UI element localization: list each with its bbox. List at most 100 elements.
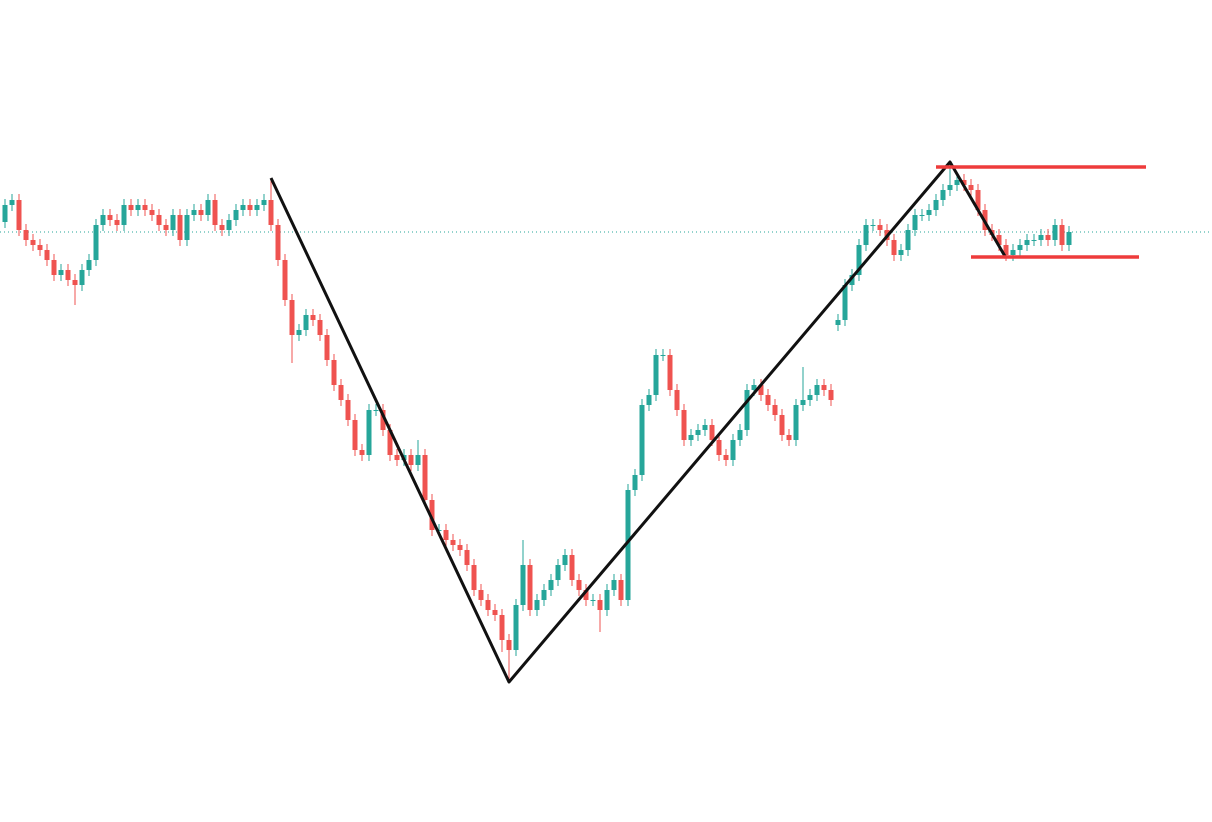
candle-body [478, 590, 484, 600]
candle-body [163, 225, 169, 230]
candle-body [905, 230, 911, 250]
candle-body [366, 410, 372, 455]
candle-body [135, 205, 141, 210]
candle-body [1045, 235, 1051, 240]
candle-body [954, 180, 960, 185]
candle-body [975, 190, 981, 210]
candle-body [842, 285, 848, 320]
candle-body [821, 385, 827, 390]
candle-body [324, 335, 330, 360]
candle-body [282, 260, 288, 300]
candle-body [2, 205, 8, 222]
candle-body [317, 320, 323, 335]
candle-body [751, 385, 757, 390]
candle-body [737, 430, 743, 440]
candle-body [604, 590, 610, 610]
candle-body [261, 200, 267, 205]
candle-body [100, 215, 106, 225]
candle-body [688, 435, 694, 440]
candle-body [247, 205, 253, 210]
candle-body [513, 605, 519, 650]
candle-body [212, 200, 218, 225]
candle-body [695, 430, 701, 435]
candle-body [58, 270, 64, 275]
candle-body [170, 215, 176, 230]
candle-body [765, 395, 771, 405]
candle-body [828, 390, 834, 400]
candle-body [520, 565, 526, 605]
candle-body [947, 185, 953, 190]
candle-body [198, 210, 204, 215]
candle-body [457, 545, 463, 550]
candle-body [373, 410, 379, 411]
candle-body [471, 565, 477, 590]
candle-body [940, 190, 946, 200]
candle-body [338, 385, 344, 400]
candle-body [772, 405, 778, 415]
candle-body [527, 565, 533, 610]
candle-body [660, 355, 666, 356]
candle-body [226, 220, 232, 230]
candle-body [1024, 240, 1030, 245]
candle-body [72, 280, 78, 285]
candle-body [891, 240, 897, 255]
candle-body [576, 580, 582, 590]
candle-body [464, 550, 470, 565]
candle-body [709, 425, 715, 440]
candle-body [23, 230, 29, 240]
candle-body [730, 440, 736, 460]
candle-body [723, 455, 729, 460]
candle-body [289, 300, 295, 335]
candle-body [1010, 250, 1016, 255]
candle-body [1059, 225, 1065, 245]
candle-body [296, 330, 302, 335]
candle-body [114, 220, 120, 225]
candle-body [849, 275, 855, 285]
candle-body [639, 405, 645, 475]
candle-body [275, 225, 281, 260]
candle-body [142, 205, 148, 210]
candle-body [877, 225, 883, 230]
candle-body [345, 400, 351, 420]
candle-body [506, 640, 512, 650]
candle-body [912, 215, 918, 230]
candle-body [653, 355, 659, 395]
candle-body [450, 540, 456, 545]
zigzag-line [269, 160, 1008, 684]
candle-body [408, 455, 414, 465]
candle-body [583, 590, 589, 600]
candle-body [51, 260, 57, 275]
candle-body [1038, 235, 1044, 240]
candle-body [863, 225, 869, 245]
candle-body [919, 215, 925, 216]
candle-body [149, 210, 155, 215]
candle-body [548, 580, 554, 590]
candle-body [37, 245, 43, 250]
candle-body [205, 200, 211, 215]
candle-body [394, 455, 400, 460]
candle-body [779, 415, 785, 435]
candle-body [177, 215, 183, 240]
candle-body [107, 215, 113, 220]
candle-body [786, 435, 792, 440]
candle-body [1066, 232, 1072, 245]
candle-body [303, 315, 309, 330]
candle-body [674, 390, 680, 410]
candle-body [807, 395, 813, 400]
candle-body [870, 225, 876, 226]
candle-body [1017, 245, 1023, 250]
candle-body [443, 530, 449, 540]
candle-body [156, 215, 162, 225]
candle-body [1003, 245, 1009, 255]
candle-body [632, 475, 638, 490]
candle-body [856, 245, 862, 275]
candle-body [16, 200, 22, 230]
candle-body [933, 200, 939, 210]
candle-body [128, 205, 134, 210]
candle-body [9, 200, 15, 205]
candle-body [541, 590, 547, 600]
candle-body [219, 225, 225, 230]
candle-body [93, 225, 99, 260]
candle-body [898, 250, 904, 255]
